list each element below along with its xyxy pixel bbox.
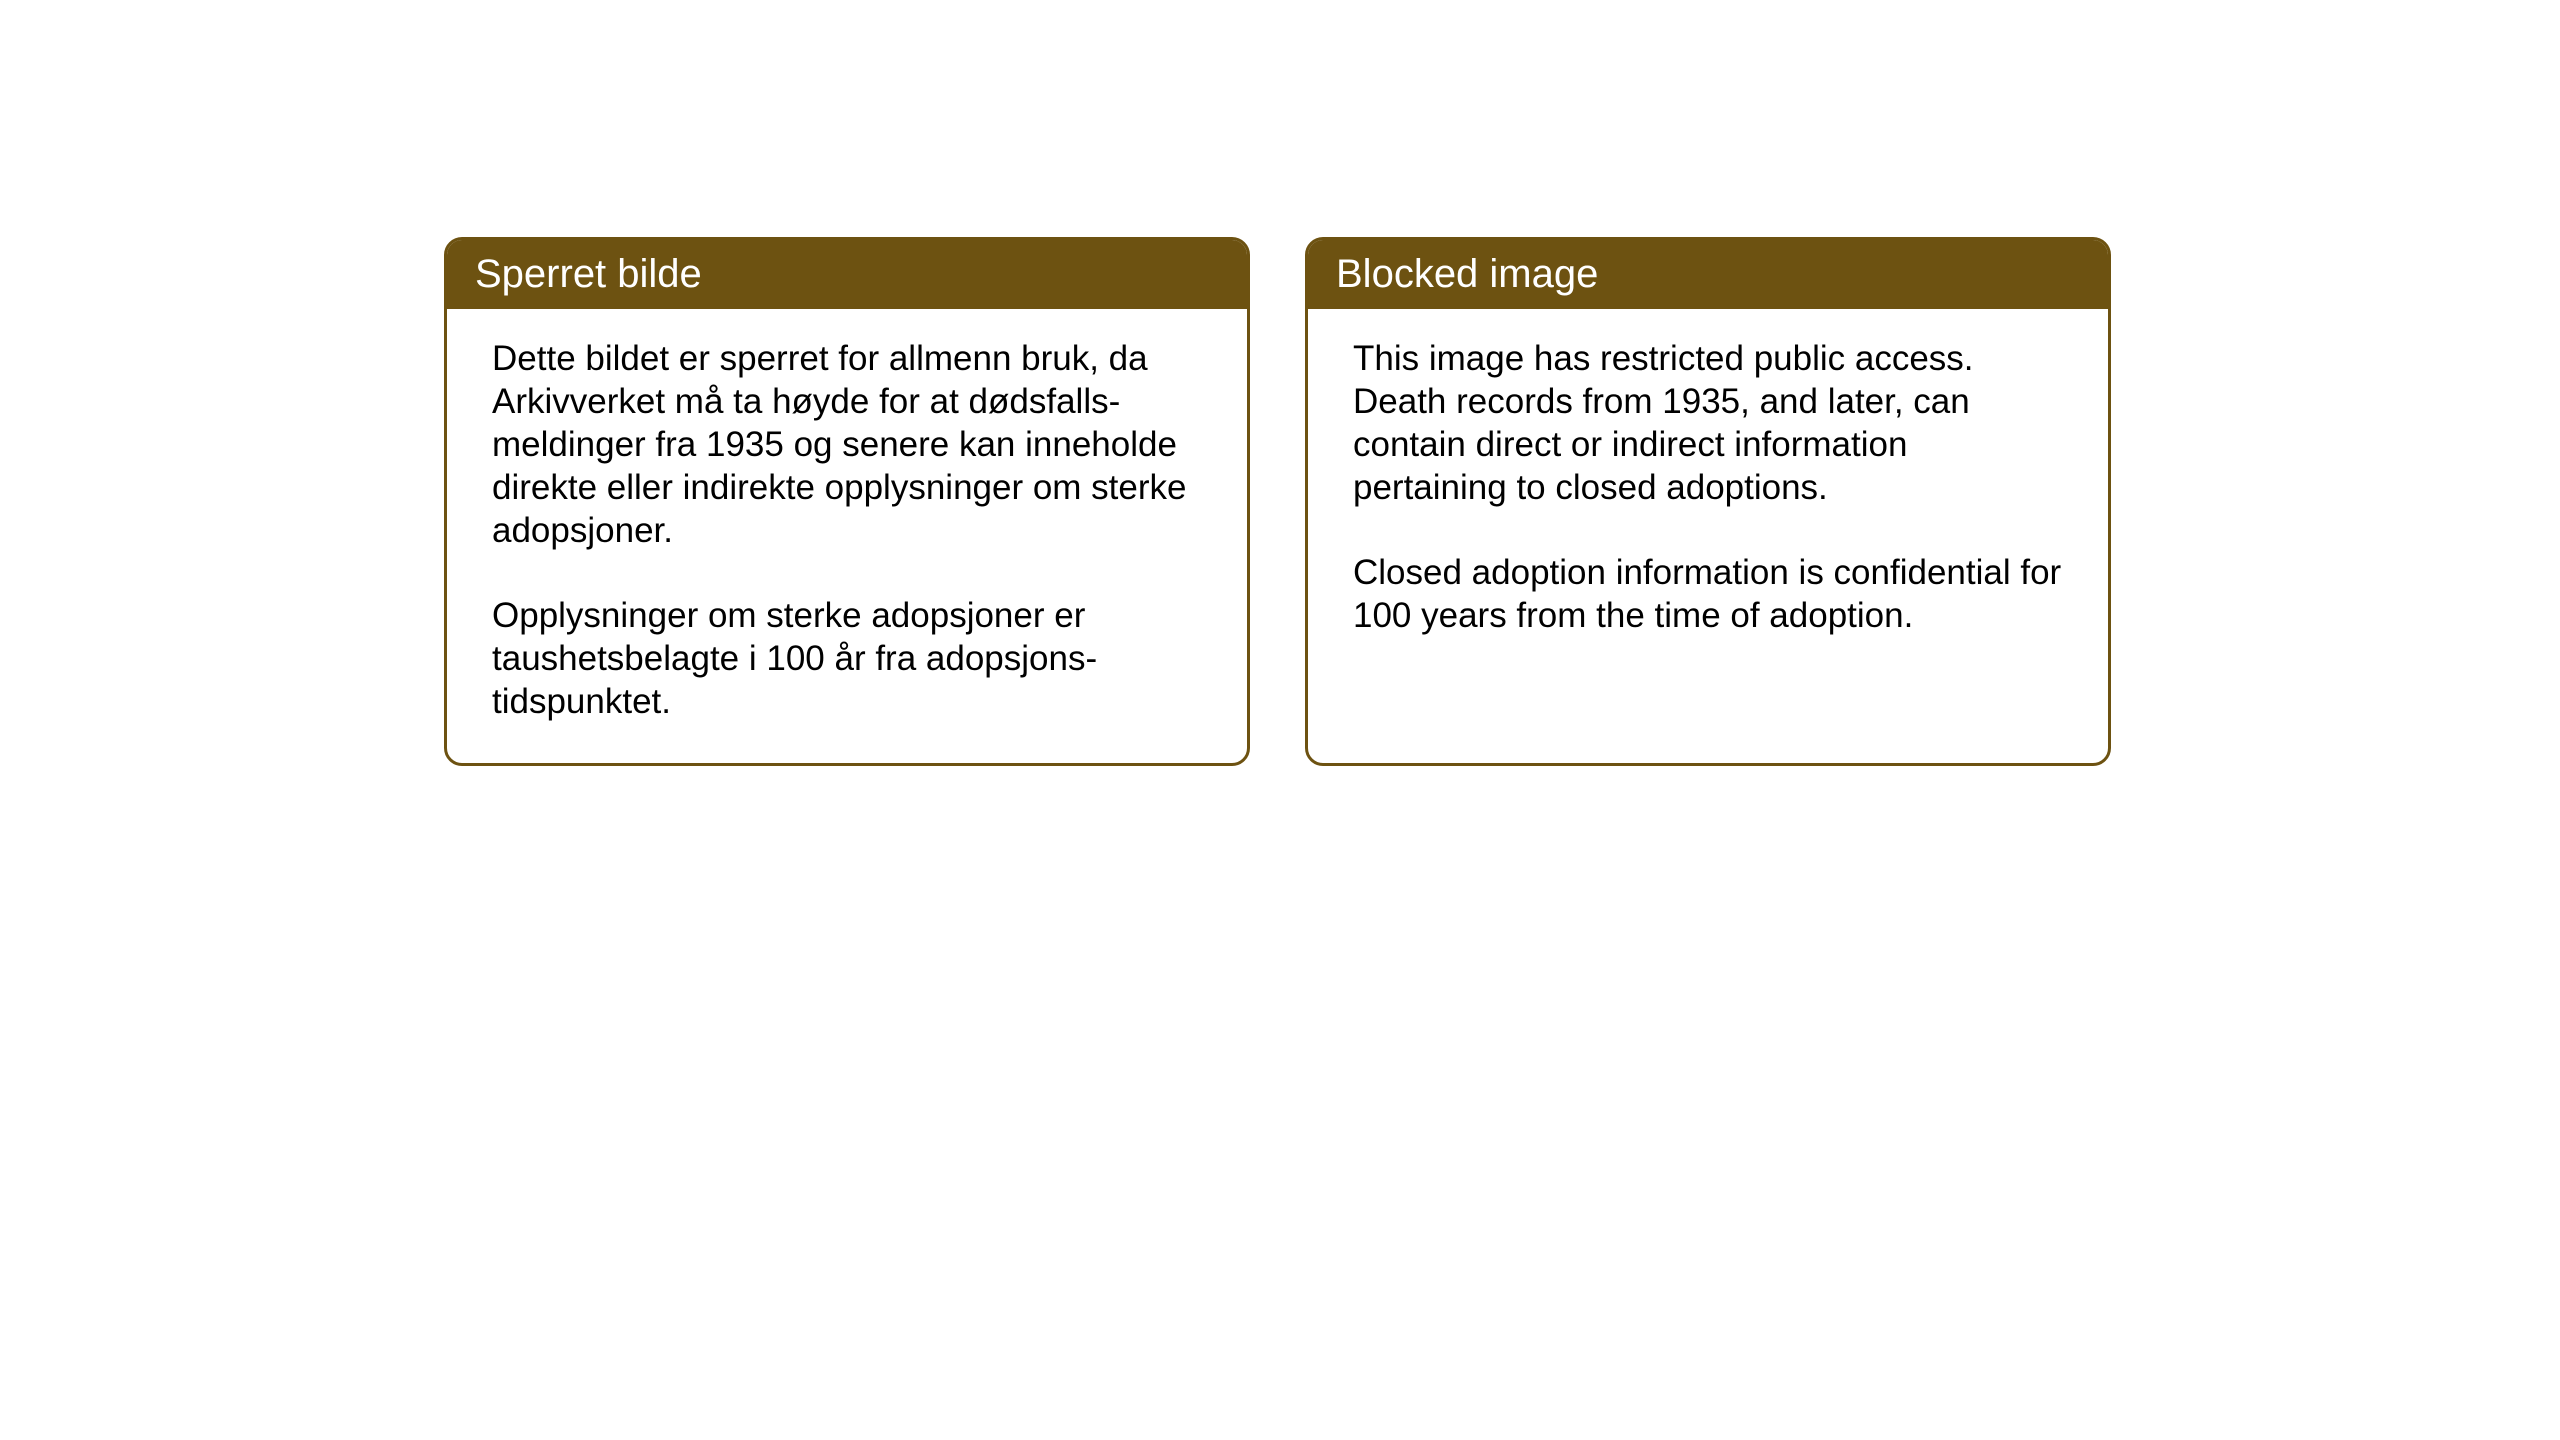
norwegian-notice-card: Sperret bilde Dette bildet er sperret fo… — [444, 237, 1250, 766]
notice-cards-container: Sperret bilde Dette bildet er sperret fo… — [444, 237, 2111, 766]
norwegian-card-body: Dette bildet er sperret for allmenn bruk… — [447, 309, 1247, 763]
english-notice-card: Blocked image This image has restricted … — [1305, 237, 2111, 766]
norwegian-paragraph-1: Dette bildet er sperret for allmenn bruk… — [492, 337, 1202, 552]
english-card-body: This image has restricted public access.… — [1308, 309, 2108, 677]
norwegian-card-title: Sperret bilde — [447, 240, 1247, 309]
english-card-title: Blocked image — [1308, 240, 2108, 309]
english-paragraph-1: This image has restricted public access.… — [1353, 337, 2063, 509]
english-paragraph-2: Closed adoption information is confident… — [1353, 551, 2063, 637]
norwegian-paragraph-2: Opplysninger om sterke adopsjoner er tau… — [492, 594, 1202, 723]
